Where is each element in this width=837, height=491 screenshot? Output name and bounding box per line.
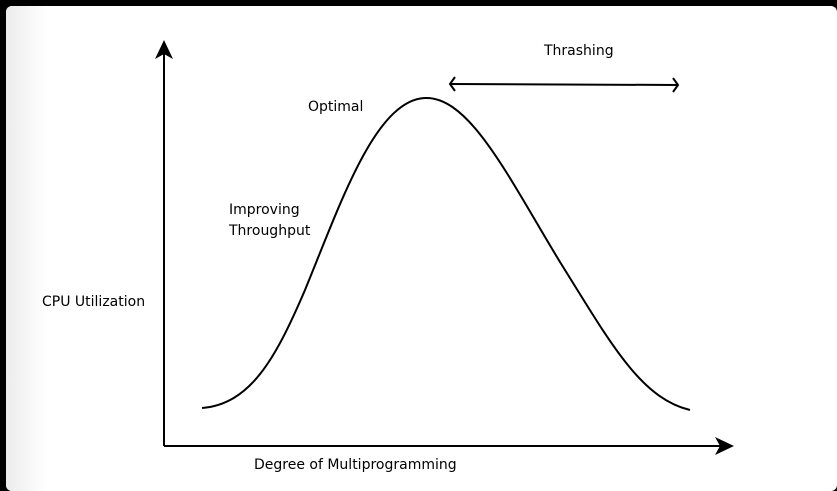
thrashing-range-left-cap — [448, 76, 456, 92]
thrashing-range-right-cap — [672, 77, 680, 93]
improving-label-line2: Throughput — [229, 223, 311, 239]
y-axis-label: CPU Utilization — [42, 294, 146, 310]
thrashing-range-line — [449, 83, 679, 86]
utilization-curve — [201, 96, 691, 411]
improving-label-line1: Improving — [229, 202, 300, 218]
x-axis-label: Degree of Multiprogramming — [254, 457, 457, 473]
x-axis-arrowhead — [715, 437, 734, 455]
optimal-label: Optimal — [308, 99, 364, 115]
y-axis-arrowhead — [155, 40, 173, 59]
thrashing-label: Thrashing — [544, 43, 614, 59]
diagram-canvas — [6, 6, 837, 491]
canvas-edge-shade — [6, 6, 46, 491]
